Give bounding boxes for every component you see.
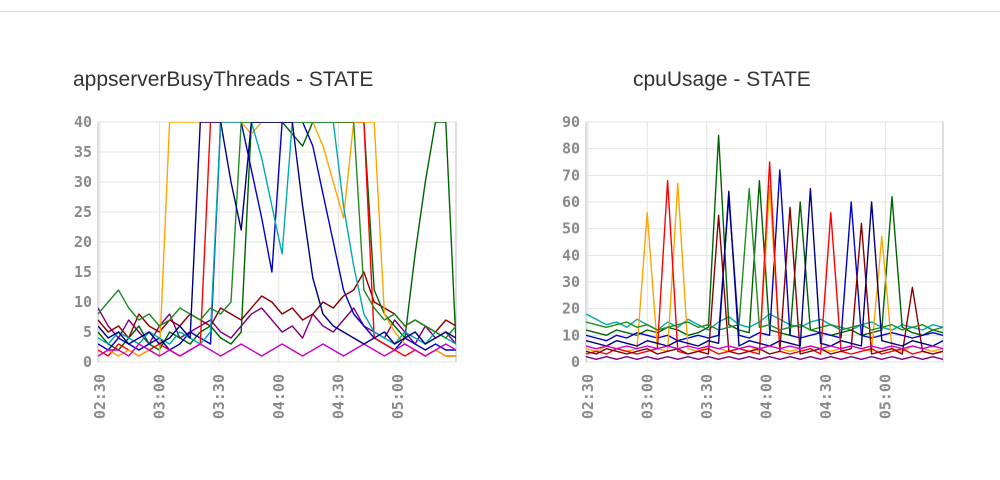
cpu-usage-series-line-5 [586,206,943,355]
cpu-usage-series-line-2 [586,169,943,342]
busy-threads-y-tick-label: 0 [83,353,92,371]
busy-threads-x-tick-label: 02:30 [91,374,109,419]
cpu-usage-y-tick-label: 0 [571,353,580,371]
busy-threads-series-line-1 [98,122,456,351]
busy-threads-x-tick-label: 04:30 [329,374,347,419]
cpu-usage-series-group [586,134,943,360]
cpu-usage-series-line-8 [586,356,943,360]
busy-threads-y-tick-label: 10 [74,293,92,311]
cpu-usage-y-tick-label: 70 [562,166,580,184]
busy-threads-series-line-0 [98,307,456,345]
cpu-usage-series-line-0 [586,313,943,331]
busy-threads-x-tick-label: 04:00 [270,374,288,419]
cpu-usage-y-tick-label: 60 [562,193,580,211]
cpu-usage-series-line-7 [586,187,943,347]
busy-threads-y-tick-label: 35 [74,143,92,161]
cpu-usage-series-line-4 [586,161,943,355]
busy-threads-x-tick-label: 05:00 [389,374,407,419]
cpu-usage-y-tick-label: 30 [562,273,580,291]
busy-threads-y-tick-label: 25 [74,203,92,221]
busy-threads-series-line-2 [98,122,456,351]
busy-threads-y-tick-label: 20 [74,233,92,251]
busy-threads-x-tick-label: 03:30 [210,374,228,419]
busy-threads-x-tick-label: 03:00 [150,374,168,419]
busy-threads-series-line-8 [98,343,456,357]
chart-title-busy-threads: appserverBusyThreads - STATE [73,68,374,91]
chart-title-cpu-usage: cpuUsage - STATE [633,68,811,91]
top-divider [0,11,1000,12]
cpu-usage-x-tick-label: 05:00 [876,374,894,419]
cpu-usage-y-tick-label: 40 [562,246,580,264]
busy-threads-series-group [98,122,456,357]
busy-threads-y-tick-label: 40 [74,113,92,131]
busy-threads-y-tick-label: 30 [74,173,92,191]
cpu-usage-y-tick-label: 20 [562,300,580,318]
cpu-usage-x-tick-label: 04:30 [817,374,835,419]
cpu-usage-y-tick-label: 10 [562,326,580,344]
cpu-usage-x-tick-label: 02:30 [579,374,597,419]
busy-threads-series-line-6 [98,122,456,345]
busy-threads-y-tick-label: 15 [74,263,92,281]
cpu-usage-y-tick-label: 90 [562,113,580,131]
cpu-usage-series-line-9 [586,345,943,350]
cpu-usage-y-tick-label: 50 [562,220,580,238]
cpu-usage-x-tick-label: 04:00 [757,374,775,419]
busy-threads-series-line-4 [98,122,456,357]
cpu-usage-x-tick-label: 03:00 [638,374,656,419]
cpu-usage-series-line-6 [586,187,943,331]
busy-threads-series-line-9 [98,122,456,345]
cpu-usage-y-tick-label: 80 [562,140,580,158]
busy-threads-y-tick-label: 5 [83,323,92,341]
busy-threads-series-line-7 [98,122,456,339]
cpu-usage-x-tick-label: 03:30 [698,374,716,419]
